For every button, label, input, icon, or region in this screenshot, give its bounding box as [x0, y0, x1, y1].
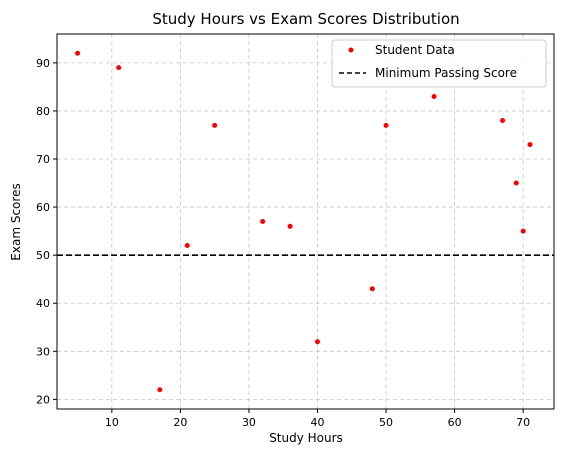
y-tick-label: 30: [36, 345, 50, 358]
data-point: [157, 387, 163, 393]
x-tick-label: 10: [105, 416, 119, 429]
chart-title: Study Hours vs Exam Scores Distribution: [152, 10, 459, 28]
grid: [57, 34, 554, 409]
data-point: [369, 286, 375, 292]
x-tick-label: 40: [310, 416, 324, 429]
data-point: [513, 180, 519, 186]
data-point: [287, 223, 293, 229]
legend: Student Data Minimum Passing Score: [331, 39, 547, 88]
y-tick-label: 80: [36, 105, 50, 118]
data-point: [260, 219, 266, 224]
data-point: [184, 243, 190, 249]
x-tick-label: 50: [379, 416, 393, 429]
y-tick-label: 60: [36, 201, 50, 214]
data-point: [383, 122, 389, 128]
x-tick-label: 60: [448, 416, 462, 429]
legend-label-passing-score: Minimum Passing Score: [375, 66, 517, 80]
legend-box: [331, 39, 547, 88]
plot-frame: [56, 33, 555, 410]
legend-label-student-data: Student Data: [375, 43, 455, 57]
y-axis-ticks: 20 30 40 50 60 70 80 90: [36, 57, 57, 406]
data-point: [75, 50, 81, 56]
data-point: [116, 65, 122, 71]
data-point: [431, 94, 437, 99]
points-layer: [75, 50, 533, 393]
data-point: [520, 228, 526, 234]
legend-marker-student-data: [348, 47, 354, 53]
x-tick-label: 30: [242, 416, 256, 429]
x-tick-label: 20: [173, 416, 187, 429]
data-point: [212, 122, 218, 128]
data-point: [500, 118, 506, 124]
y-tick-label: 70: [36, 153, 50, 166]
y-axis-label: Exam Scores: [9, 183, 23, 260]
y-tick-label: 50: [36, 249, 50, 262]
y-tick-label: 20: [36, 393, 50, 406]
y-tick-label: 90: [36, 57, 50, 70]
data-point: [527, 142, 533, 148]
x-axis-ticks: 10 20 30 40 50 60 70: [105, 409, 530, 429]
y-tick-label: 40: [36, 297, 50, 310]
data-point: [314, 339, 320, 345]
x-axis-label: Study Hours: [269, 431, 343, 445]
x-tick-label: 70: [516, 416, 530, 429]
